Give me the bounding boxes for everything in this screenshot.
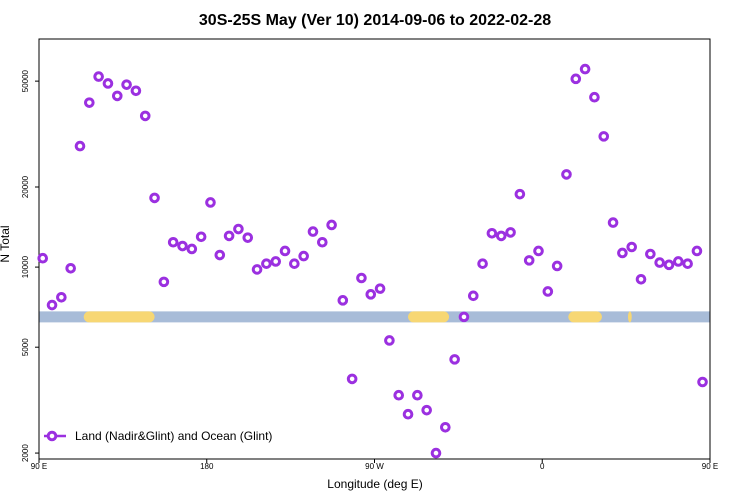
data-point [251, 264, 263, 275]
data-point [270, 256, 282, 267]
data-point [570, 73, 582, 85]
data-point [242, 232, 254, 243]
land-segment [83, 311, 155, 323]
data-point [495, 230, 507, 242]
data-point [635, 273, 647, 285]
data-point [393, 389, 405, 401]
data-point [93, 71, 104, 82]
data-point [654, 257, 665, 268]
data-point [458, 311, 470, 323]
legend: Land (Nadir&Glint) and Ocean (Glint) [44, 429, 272, 443]
y-axis: 2000 5000 10000 20000 50000 [21, 69, 39, 462]
data-point [682, 258, 693, 269]
data-point [121, 79, 132, 90]
data-point [356, 272, 367, 284]
y-axis-label: N Total [0, 225, 12, 262]
data-point [663, 259, 675, 271]
data-point [167, 236, 179, 248]
data-point [326, 219, 337, 231]
data-point [542, 286, 554, 297]
data-point [384, 335, 395, 346]
x-tick-label: 90 E [702, 462, 718, 471]
surface-band [39, 311, 710, 323]
plot-frame [38, 38, 711, 460]
x-tick-label: 180 [200, 462, 214, 471]
data-point [598, 131, 610, 142]
data-point [102, 78, 114, 89]
data-point [289, 258, 300, 269]
data-point [130, 85, 142, 97]
data-point [467, 290, 479, 302]
x-axis-label: Longitude (deg E) [327, 477, 422, 491]
x-tick-label: 90 W [365, 462, 384, 471]
data-point [346, 373, 358, 385]
data-point [412, 389, 423, 401]
data-point [223, 230, 235, 242]
chart-title: 30S-25S May (Ver 10) 2014-09-06 to 2022-… [199, 12, 551, 29]
data-point [477, 258, 488, 269]
data-point [279, 245, 291, 257]
data-point [561, 169, 572, 180]
data-point [65, 262, 76, 274]
x-tick-label: 0 [540, 462, 545, 471]
data-point [233, 223, 244, 235]
data-point [374, 283, 386, 294]
data-point [697, 376, 708, 388]
ocean-band [39, 311, 710, 323]
data-point [337, 295, 349, 306]
data-point [317, 236, 328, 248]
y-tick-label: 10000 [21, 255, 30, 278]
data-point [158, 276, 170, 288]
land-segment [568, 311, 602, 323]
data-point [430, 447, 442, 459]
y-tick-label: 20000 [21, 175, 30, 198]
y-tick-label: 2000 [21, 444, 30, 462]
y-tick-label: 5000 [21, 338, 30, 356]
data-point [486, 227, 498, 239]
data-point [449, 354, 460, 365]
data-point [607, 217, 619, 228]
land-segment [408, 311, 450, 323]
data-point [673, 256, 684, 267]
data-point [551, 260, 563, 272]
y-tick-label: 50000 [21, 69, 30, 92]
data-point [84, 97, 95, 108]
data-point [111, 90, 123, 102]
data-point [617, 247, 628, 259]
data-point [177, 240, 188, 252]
data-point [261, 258, 272, 269]
data-point [149, 192, 160, 204]
x-axis: 90 E 180 90 W 0 90 E [31, 459, 718, 471]
x-tick-label: 90 E [31, 462, 47, 471]
data-point [74, 140, 86, 152]
legend-marker [46, 430, 58, 442]
data-point [505, 227, 516, 238]
data-point [298, 250, 309, 262]
data-point [46, 299, 58, 311]
data-points [37, 63, 708, 459]
data-point [589, 91, 600, 103]
data-point [307, 226, 319, 237]
data-point [514, 188, 526, 200]
legend-entry-label: Land (Nadir&Glint) and Ocean (Glint) [75, 429, 272, 443]
data-point [139, 110, 151, 122]
data-point [195, 231, 207, 243]
data-point [626, 241, 638, 253]
data-point [214, 249, 226, 261]
data-point [402, 408, 414, 420]
data-point [365, 289, 377, 300]
data-point [37, 252, 49, 264]
data-point [205, 197, 216, 208]
data-point [579, 63, 591, 75]
data-point [533, 245, 544, 257]
data-point [691, 245, 703, 257]
data-point [523, 255, 535, 266]
data-point [645, 248, 656, 260]
data-point [186, 243, 198, 255]
data-point [421, 404, 432, 416]
land-segment [627, 311, 632, 323]
data-point [440, 421, 451, 433]
data-point [56, 292, 67, 303]
